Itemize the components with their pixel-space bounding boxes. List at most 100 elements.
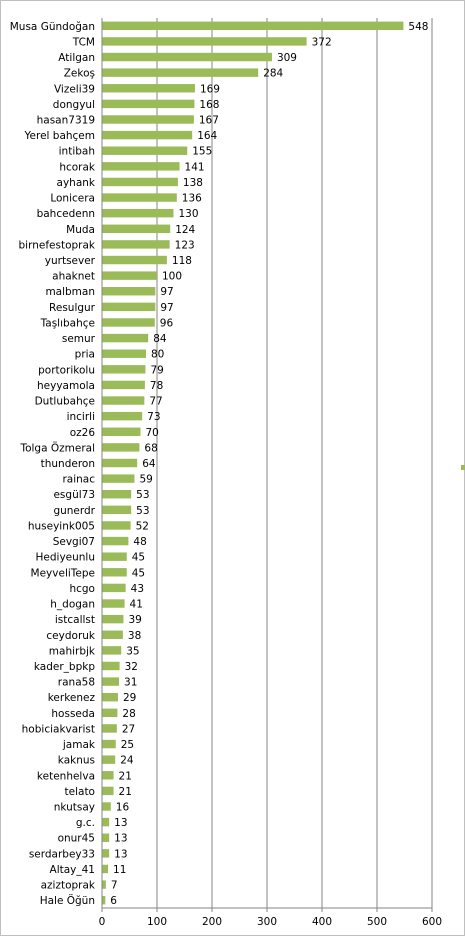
value-label: 29 xyxy=(123,692,136,704)
y-tick-label: birnefestoprak xyxy=(19,239,96,251)
bar xyxy=(102,208,174,218)
value-label: 45 xyxy=(132,567,145,579)
bar xyxy=(102,614,124,624)
value-label: 16 xyxy=(116,802,130,814)
y-tick-label: Hediyeunlu xyxy=(36,552,96,564)
bar xyxy=(102,771,114,780)
bar xyxy=(102,162,180,171)
bar xyxy=(102,568,127,577)
value-label: 100 xyxy=(162,271,182,283)
bar xyxy=(102,115,194,124)
y-tick-label: incirli xyxy=(67,411,95,423)
bar xyxy=(102,68,259,77)
value-label: 7 xyxy=(111,880,118,892)
bar xyxy=(102,365,146,374)
value-label: 27 xyxy=(122,723,135,735)
value-label: 284 xyxy=(263,68,283,80)
bar xyxy=(102,333,149,343)
x-tick-label: 0 xyxy=(99,916,106,928)
bar xyxy=(102,864,109,874)
y-tick-label: Muda xyxy=(66,224,95,236)
bar xyxy=(102,411,143,421)
value-label: 136 xyxy=(182,193,202,205)
y-tick-label: ketenhelva xyxy=(37,770,95,782)
y-tick-label: hasan7319 xyxy=(37,114,95,126)
y-tick-label: Musa Gündoğan xyxy=(10,21,95,33)
value-label: 11 xyxy=(113,864,126,876)
value-label: 21 xyxy=(119,786,132,798)
y-tick-label: Vizeli39 xyxy=(54,83,95,95)
bar xyxy=(102,490,132,499)
y-tick-label: hobiciakvarist xyxy=(22,723,95,735)
bar xyxy=(102,99,195,109)
bar xyxy=(102,287,156,296)
bar xyxy=(102,21,404,31)
bar xyxy=(102,130,193,140)
y-tick-label: semur xyxy=(62,333,96,345)
bar xyxy=(102,817,110,827)
y-tick-label: ayhank xyxy=(57,177,96,189)
bar xyxy=(102,224,171,234)
y-tick-label: hcorak xyxy=(59,161,96,173)
bar xyxy=(102,583,126,593)
bar xyxy=(102,646,122,655)
y-tick-label: portorikolu xyxy=(38,364,95,376)
value-label: 79 xyxy=(150,364,163,376)
value-label: 35 xyxy=(126,645,139,657)
y-tick-label: hosseda xyxy=(51,708,95,720)
x-tick-label: 600 xyxy=(422,916,442,928)
value-label: 53 xyxy=(136,505,149,517)
x-tick-label: 200 xyxy=(202,916,222,928)
y-tick-label: kerkenez xyxy=(48,692,96,704)
y-tick-label: ceydoruk xyxy=(46,630,96,642)
y-tick-label: rana58 xyxy=(58,677,95,689)
y-tick-label: jamak xyxy=(62,739,96,751)
bar xyxy=(102,52,272,62)
value-label: 138 xyxy=(183,177,203,189)
y-tick-label: yurtsever xyxy=(45,255,96,267)
y-tick-label: Resulgur xyxy=(49,302,96,314)
bar xyxy=(102,536,129,546)
bar xyxy=(102,443,140,452)
value-label: 59 xyxy=(139,474,152,486)
bar xyxy=(102,255,167,265)
bar xyxy=(102,833,110,842)
value-label: 48 xyxy=(133,536,146,548)
bar xyxy=(102,302,156,312)
bar xyxy=(102,146,188,155)
y-tick-label: aziztoprak xyxy=(41,880,96,892)
value-label: 41 xyxy=(130,599,143,611)
value-label: 155 xyxy=(192,146,212,158)
y-tick-label: Zekoş xyxy=(64,68,95,80)
value-label: 70 xyxy=(146,427,159,439)
bar xyxy=(102,427,141,436)
value-label: 372 xyxy=(312,36,332,48)
value-label: 73 xyxy=(147,411,160,423)
value-label: 64 xyxy=(142,458,156,470)
bar xyxy=(102,692,118,702)
bar xyxy=(102,552,127,561)
bar xyxy=(102,318,155,327)
value-label: 548 xyxy=(408,21,428,33)
bar xyxy=(102,708,118,718)
value-label: 53 xyxy=(136,489,149,501)
bar xyxy=(102,240,170,249)
value-label: 13 xyxy=(114,817,127,829)
value-label: 43 xyxy=(131,583,144,595)
bar xyxy=(102,677,120,686)
value-label: 118 xyxy=(172,255,192,267)
y-tick-label: Sevgi07 xyxy=(53,536,95,548)
bar xyxy=(102,599,125,608)
value-label: 13 xyxy=(114,833,127,845)
y-tick-label: Taşlıbahçe xyxy=(40,317,95,329)
bar xyxy=(102,458,138,468)
y-tick-label: Altay_41 xyxy=(50,864,95,876)
value-label: 24 xyxy=(120,755,134,767)
value-label: 6 xyxy=(110,895,117,907)
value-label: 39 xyxy=(128,614,141,626)
value-label: 124 xyxy=(175,224,195,236)
bar xyxy=(102,193,177,202)
y-tick-label: ahaknet xyxy=(52,271,95,283)
bar xyxy=(102,755,116,764)
